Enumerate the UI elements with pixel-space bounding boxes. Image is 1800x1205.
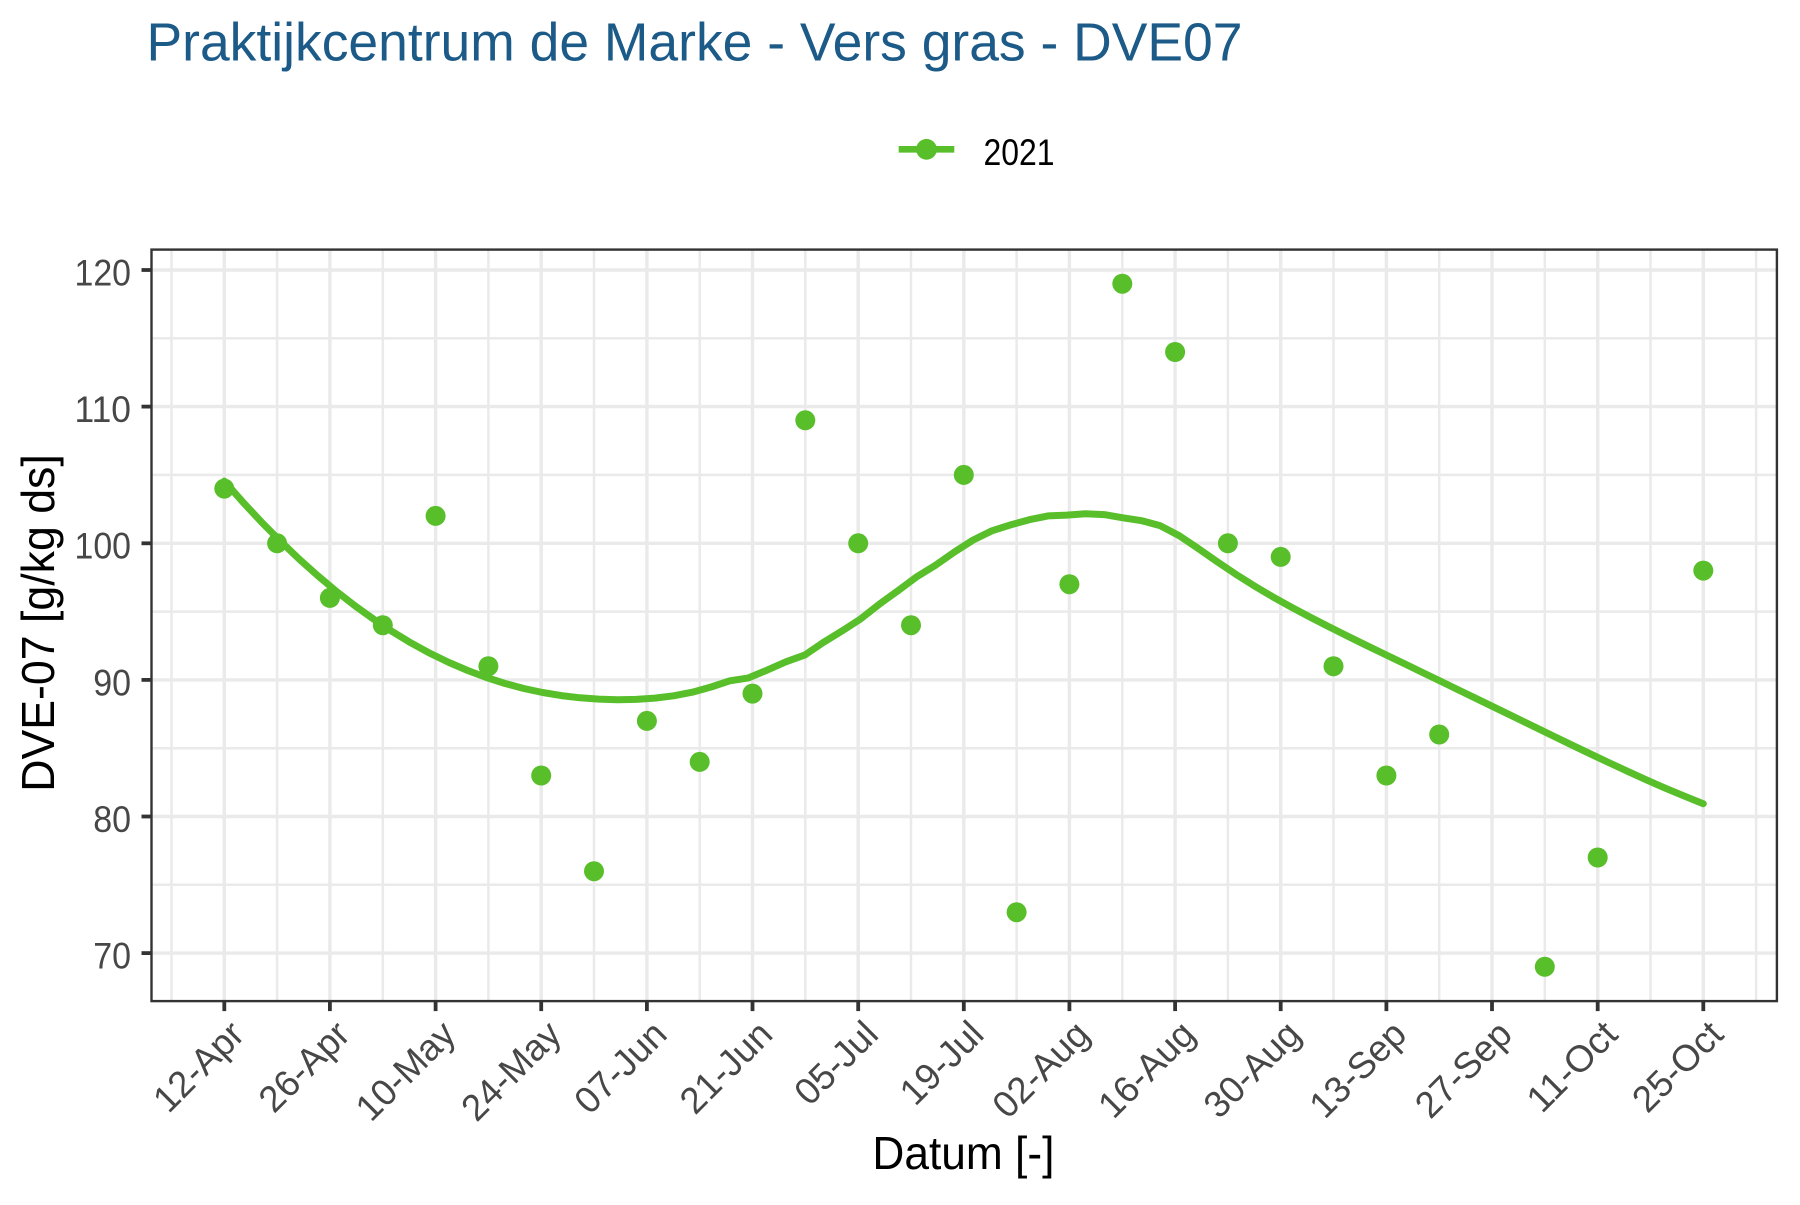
svg-text:DVE-07 [g/kg ds]: DVE-07 [g/kg ds] (12, 454, 64, 792)
svg-text:80: 80 (93, 799, 131, 840)
svg-text:Datum [-]: Datum [-] (872, 1127, 1054, 1179)
svg-text:2021: 2021 (984, 132, 1055, 173)
svg-text:100: 100 (75, 526, 132, 567)
svg-text:90: 90 (93, 662, 131, 703)
svg-text:Praktijkcentrum de Marke - Ver: Praktijkcentrum de Marke - Vers gras - D… (147, 12, 1243, 72)
svg-text:70: 70 (93, 936, 131, 977)
svg-text:110: 110 (75, 389, 132, 430)
svg-text:120: 120 (75, 252, 132, 293)
